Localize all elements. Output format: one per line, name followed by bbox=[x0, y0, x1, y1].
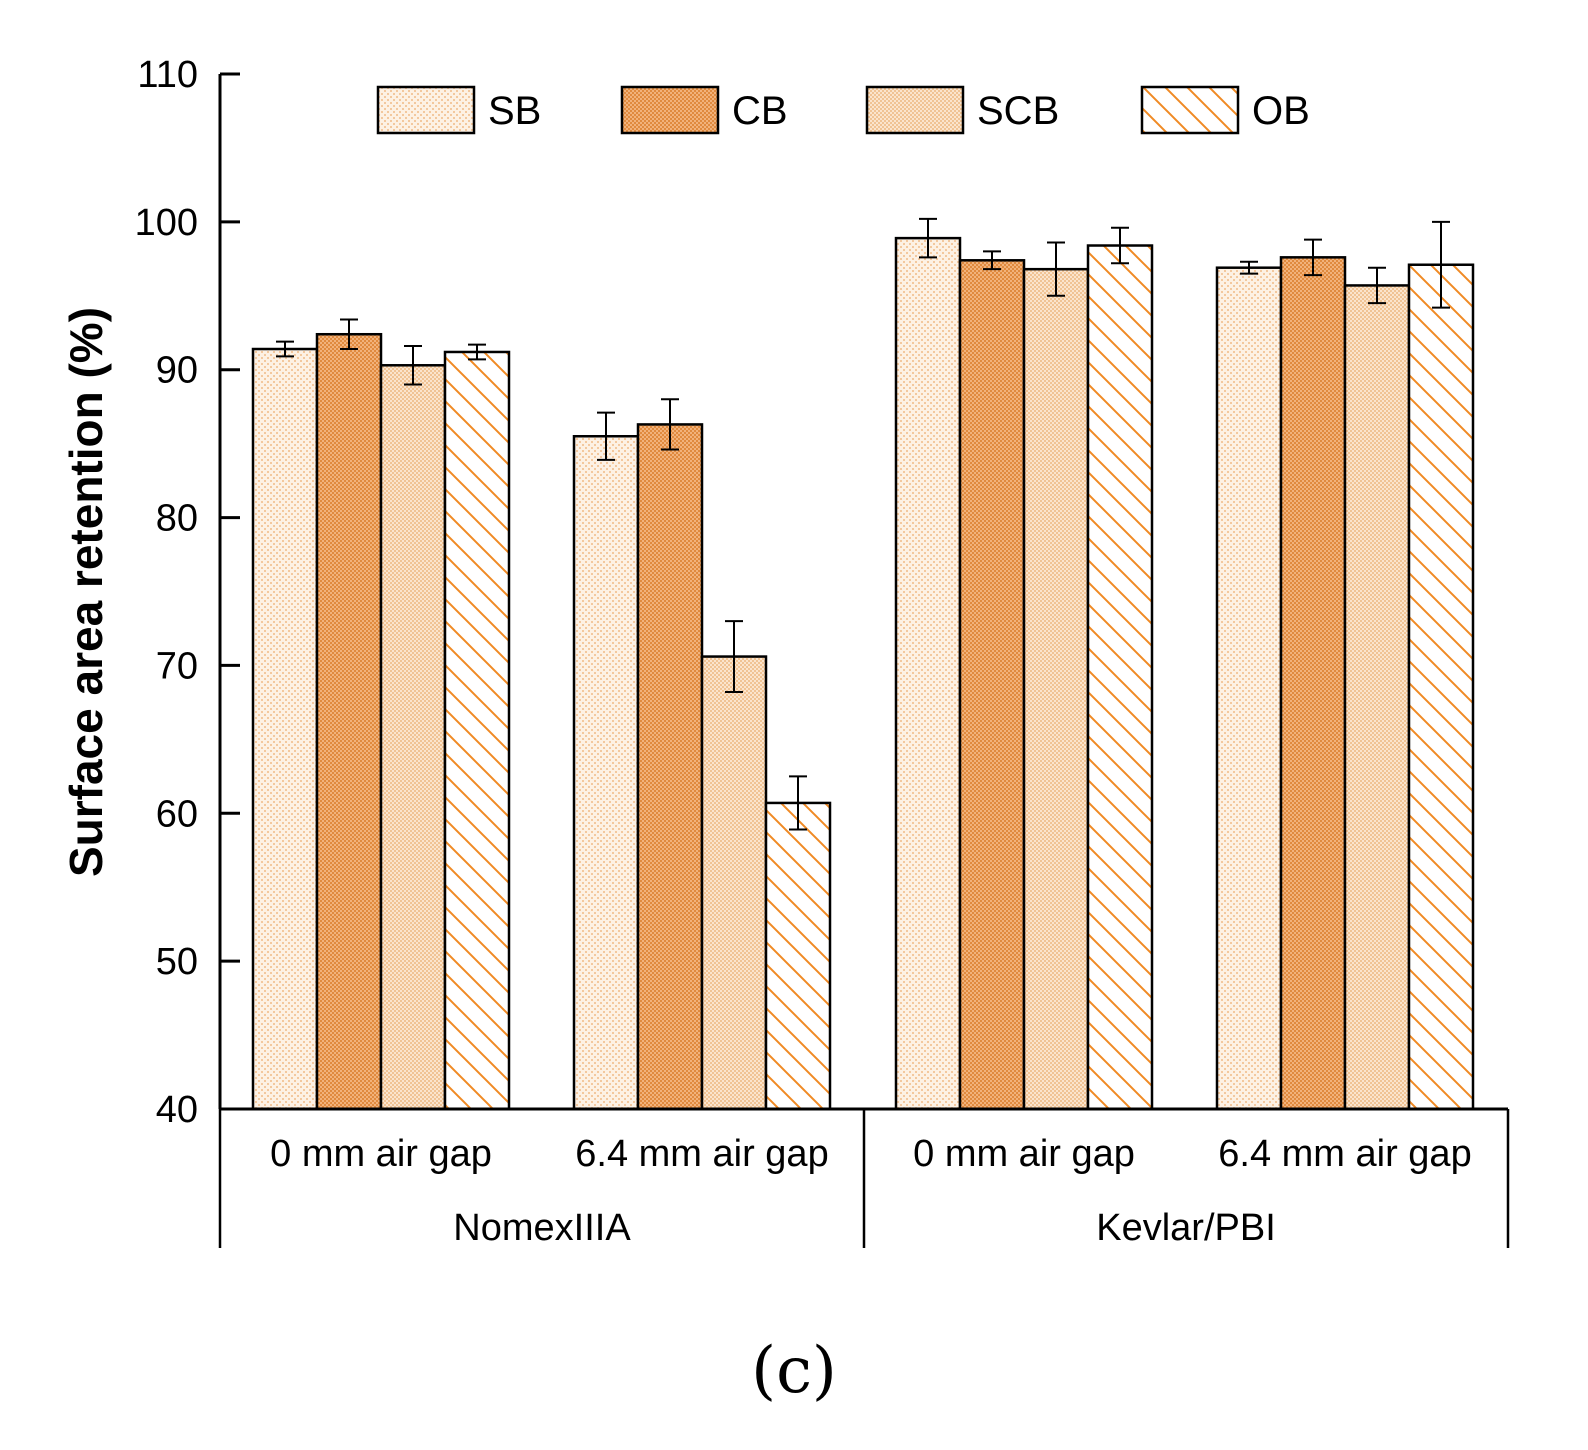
error-bar-ob-3 bbox=[1432, 220, 1450, 309]
bar-ob-3 bbox=[1407, 263, 1475, 1111]
x-category-label-2: 0 mm air gap bbox=[913, 1133, 1135, 1175]
x-category-label-0: 0 mm air gap bbox=[270, 1133, 492, 1175]
x-group-label-1: Kevlar/PBI bbox=[1096, 1207, 1276, 1249]
bar-cb-3 bbox=[1279, 256, 1347, 1111]
bar-sb-0 bbox=[251, 347, 319, 1111]
bar-scb-2 bbox=[1022, 267, 1090, 1111]
bar-cb-2 bbox=[958, 259, 1026, 1111]
bar-cb-1 bbox=[636, 423, 704, 1111]
axes-layer: 40 50 60 70 80 90 100 110 0 mm air gap 6.4 mm air… bbox=[135, 54, 1510, 1249]
bar-scb-0 bbox=[379, 364, 447, 1111]
legend-item-ob: OB bbox=[1140, 85, 1310, 135]
error-bar-scb-2 bbox=[1047, 241, 1065, 297]
error-bar-cb-0 bbox=[340, 318, 358, 351]
legend-swatch-ob bbox=[1140, 85, 1240, 135]
error-bar-sb-3 bbox=[1240, 260, 1258, 275]
legend-swatch-sb bbox=[376, 85, 476, 135]
error-bar-scb-3 bbox=[1368, 266, 1386, 305]
y-tick-label-100: 100 bbox=[135, 202, 198, 244]
bar-sb-3 bbox=[1215, 266, 1283, 1111]
error-bar-ob-2 bbox=[1111, 226, 1129, 265]
legend-swatch-cb bbox=[620, 85, 720, 135]
x-category-label-3: 6.4 mm air gap bbox=[1218, 1133, 1471, 1175]
legend-item-scb: SCB bbox=[865, 85, 1059, 135]
x-group-label-0: NomexIIIA bbox=[453, 1207, 631, 1249]
bar-cb-0 bbox=[315, 332, 383, 1111]
legend-label-sb: SB bbox=[488, 89, 541, 133]
x-category-label-1: 6.4 mm air gap bbox=[575, 1133, 828, 1175]
error-bar-cb-2 bbox=[983, 250, 1001, 271]
legend-label-scb: SCB bbox=[977, 89, 1059, 133]
y-tick-label-70: 70 bbox=[156, 645, 198, 687]
y-tick-label-80: 80 bbox=[156, 498, 198, 540]
error-bar-scb-0 bbox=[404, 345, 422, 386]
error-bar-sb-0 bbox=[276, 340, 294, 358]
y-tick-label-50: 50 bbox=[156, 941, 198, 983]
bar-sb-2 bbox=[894, 236, 962, 1111]
legend-label-ob: OB bbox=[1252, 89, 1310, 133]
error-bar-ob-0 bbox=[468, 343, 486, 361]
error-bar-ob-1 bbox=[789, 775, 807, 831]
legend: SB CB SCB OB bbox=[376, 85, 1310, 135]
bars-layer bbox=[251, 236, 1475, 1111]
legend-label-cb: CB bbox=[732, 89, 788, 133]
y-tick-label-60: 60 bbox=[156, 793, 198, 835]
bar-scb-3 bbox=[1343, 284, 1411, 1111]
bar-ob-1 bbox=[764, 801, 832, 1111]
y-tick-label-40: 40 bbox=[156, 1089, 198, 1131]
legend-item-cb: CB bbox=[620, 85, 788, 135]
y-tick-label-110: 110 bbox=[137, 54, 198, 96]
bar-scb-1 bbox=[700, 655, 768, 1111]
error-bar-sb-2 bbox=[919, 217, 937, 259]
bar-sb-1 bbox=[572, 435, 640, 1111]
y-axis-label: Surface area retention (%) bbox=[60, 307, 112, 877]
legend-swatch-scb bbox=[865, 85, 965, 135]
error-bar-cb-1 bbox=[661, 398, 679, 451]
error-bars-layer bbox=[276, 217, 1450, 831]
error-bar-sb-1 bbox=[597, 411, 615, 461]
panel-label: (c) bbox=[751, 1334, 837, 1408]
error-bar-cb-3 bbox=[1304, 238, 1322, 277]
error-bar-scb-1 bbox=[725, 620, 743, 694]
y-tick-label-90: 90 bbox=[156, 350, 198, 392]
bar-ob-2 bbox=[1086, 244, 1154, 1111]
bar-ob-0 bbox=[443, 350, 511, 1111]
legend-item-sb: SB bbox=[376, 85, 541, 135]
